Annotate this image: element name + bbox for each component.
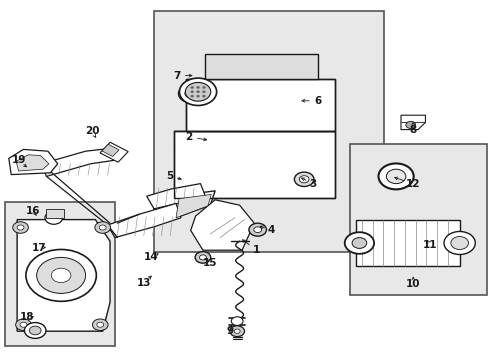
Polygon shape xyxy=(176,194,211,218)
Circle shape xyxy=(351,238,366,248)
Circle shape xyxy=(20,322,27,327)
Circle shape xyxy=(190,86,193,89)
Text: 2: 2 xyxy=(184,132,191,142)
Text: 20: 20 xyxy=(84,126,99,136)
Polygon shape xyxy=(107,203,181,238)
Text: 16: 16 xyxy=(26,206,41,216)
Polygon shape xyxy=(146,184,205,209)
Bar xyxy=(173,131,334,198)
Circle shape xyxy=(299,176,308,183)
Circle shape xyxy=(45,211,62,224)
Bar xyxy=(185,79,334,131)
Circle shape xyxy=(196,95,199,97)
Polygon shape xyxy=(102,144,119,157)
Circle shape xyxy=(195,252,210,263)
Circle shape xyxy=(202,95,205,97)
Text: 3: 3 xyxy=(309,179,316,189)
Circle shape xyxy=(179,78,216,105)
Bar xyxy=(205,54,317,79)
Text: 18: 18 xyxy=(20,312,34,322)
Circle shape xyxy=(99,225,106,230)
Circle shape xyxy=(178,85,203,103)
Text: 6: 6 xyxy=(314,96,321,106)
Text: 8: 8 xyxy=(409,125,416,135)
Text: 14: 14 xyxy=(144,252,159,262)
Polygon shape xyxy=(100,142,128,162)
Circle shape xyxy=(13,222,28,233)
Polygon shape xyxy=(190,200,254,250)
Circle shape xyxy=(29,326,41,335)
Circle shape xyxy=(253,227,261,233)
Circle shape xyxy=(231,317,243,325)
Bar xyxy=(355,220,459,266)
Circle shape xyxy=(196,86,199,89)
Text: 17: 17 xyxy=(32,243,46,253)
Circle shape xyxy=(51,268,71,283)
Circle shape xyxy=(95,222,110,233)
Circle shape xyxy=(344,232,373,254)
Circle shape xyxy=(37,257,85,293)
Circle shape xyxy=(294,172,313,186)
Bar xyxy=(173,131,334,198)
Circle shape xyxy=(199,255,206,260)
Circle shape xyxy=(405,121,415,129)
Text: 15: 15 xyxy=(203,258,217,268)
Circle shape xyxy=(190,91,193,93)
Text: 11: 11 xyxy=(422,240,437,250)
Circle shape xyxy=(196,91,199,93)
Circle shape xyxy=(450,237,468,249)
Bar xyxy=(46,209,63,218)
Polygon shape xyxy=(400,115,425,130)
Circle shape xyxy=(97,322,103,327)
Circle shape xyxy=(443,231,474,255)
Circle shape xyxy=(386,169,405,184)
Circle shape xyxy=(184,89,196,98)
Circle shape xyxy=(229,326,244,337)
Text: 1: 1 xyxy=(253,245,260,255)
Circle shape xyxy=(185,82,210,101)
Text: 9: 9 xyxy=(226,326,233,336)
Circle shape xyxy=(378,163,413,189)
Polygon shape xyxy=(171,191,215,220)
Circle shape xyxy=(17,225,24,230)
Text: 10: 10 xyxy=(405,279,420,289)
Circle shape xyxy=(26,249,96,301)
Circle shape xyxy=(190,95,193,97)
Text: 13: 13 xyxy=(137,278,151,288)
Circle shape xyxy=(92,319,108,330)
Bar xyxy=(349,144,486,295)
Polygon shape xyxy=(9,149,58,175)
Polygon shape xyxy=(41,148,117,176)
Circle shape xyxy=(202,91,205,93)
Text: 5: 5 xyxy=(166,171,173,181)
Text: 4: 4 xyxy=(267,225,275,235)
Polygon shape xyxy=(17,220,110,331)
Bar xyxy=(5,202,115,346)
Bar xyxy=(185,79,334,131)
Circle shape xyxy=(24,323,46,338)
Circle shape xyxy=(234,329,240,333)
Bar xyxy=(154,11,383,252)
Text: 12: 12 xyxy=(405,179,420,189)
Circle shape xyxy=(248,223,266,236)
Polygon shape xyxy=(16,155,49,171)
Circle shape xyxy=(202,86,205,89)
Text: 19: 19 xyxy=(11,155,26,165)
Text: 7: 7 xyxy=(173,71,181,81)
Circle shape xyxy=(16,319,31,330)
